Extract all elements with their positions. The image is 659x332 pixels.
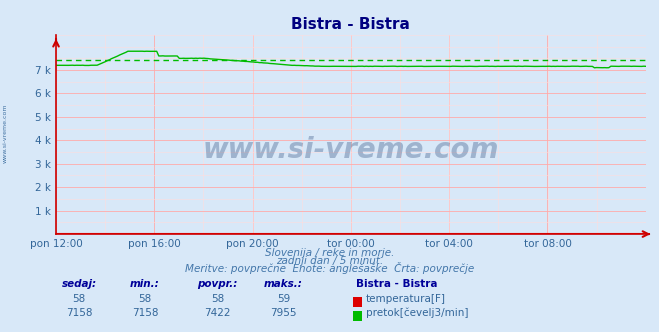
Text: 7955: 7955 — [270, 308, 297, 318]
Title: Bistra - Bistra: Bistra - Bistra — [291, 17, 411, 32]
Text: sedaj:: sedaj: — [61, 279, 97, 289]
Text: Bistra - Bistra: Bistra - Bistra — [356, 279, 438, 289]
Text: 58: 58 — [211, 294, 224, 304]
Text: min.:: min.: — [130, 279, 160, 289]
Text: 7158: 7158 — [66, 308, 92, 318]
Text: 59: 59 — [277, 294, 290, 304]
Text: Slovenija / reke in morje.: Slovenija / reke in morje. — [265, 248, 394, 258]
Text: www.si-vreme.com: www.si-vreme.com — [203, 136, 499, 164]
Text: pretok[čevelj3/min]: pretok[čevelj3/min] — [366, 307, 469, 318]
Text: maks.:: maks.: — [264, 279, 302, 289]
Text: zadnji dan / 5 minut.: zadnji dan / 5 minut. — [276, 256, 383, 266]
Text: 58: 58 — [138, 294, 152, 304]
Text: temperatura[F]: temperatura[F] — [366, 294, 445, 304]
Text: www.si-vreme.com: www.si-vreme.com — [3, 103, 8, 163]
Text: 58: 58 — [72, 294, 86, 304]
Text: povpr.:: povpr.: — [197, 279, 238, 289]
Text: 7158: 7158 — [132, 308, 158, 318]
Text: 7422: 7422 — [204, 308, 231, 318]
Text: Meritve: povprečne  Enote: anglešaške  Črta: povprečje: Meritve: povprečne Enote: anglešaške Črt… — [185, 262, 474, 274]
